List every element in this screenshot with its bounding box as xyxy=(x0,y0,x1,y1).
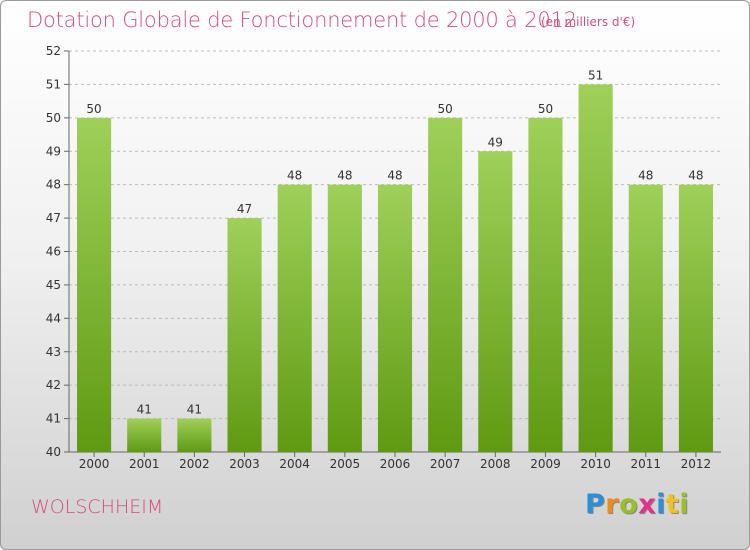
x-tick-label: 2010 xyxy=(580,457,611,471)
x-tick-label: 2002 xyxy=(179,457,210,471)
proxiti-logo: Proxiti xyxy=(585,489,689,520)
label-layer: 50 41 41 47 48 48 48 50 49 50 51 48 48 xyxy=(86,68,703,416)
bar-value-label: 48 xyxy=(387,169,402,183)
y-tick-label: 44 xyxy=(46,311,61,325)
x-tick-label: 2007 xyxy=(430,457,461,471)
bar-2011 xyxy=(628,184,663,452)
bar-value-label: 50 xyxy=(538,102,553,116)
y-tick-label: 49 xyxy=(46,144,61,158)
x-tick-label: 2004 xyxy=(279,457,310,471)
bar-value-label: 48 xyxy=(337,169,352,183)
bar-value-label: 50 xyxy=(86,102,101,116)
bar-value-label: 49 xyxy=(488,135,503,149)
bar-2012 xyxy=(678,184,713,452)
y-tick-label: 51 xyxy=(46,77,61,91)
logo-letter: x xyxy=(638,489,657,520)
y-tick-label: 50 xyxy=(46,111,61,125)
y-tick-label: 52 xyxy=(46,44,61,58)
bar-2007 xyxy=(428,117,463,452)
y-tick-label: 42 xyxy=(46,378,61,392)
commune-name: WOLSCHHEIM xyxy=(31,496,164,518)
x-tick-label: 2005 xyxy=(330,457,361,471)
bar-value-label: 48 xyxy=(638,169,653,183)
logo-letter: i xyxy=(679,489,690,520)
y-tick-label: 43 xyxy=(46,345,61,359)
bar-value-label: 41 xyxy=(187,403,202,417)
chart-title: Dotation Globale de Fonctionnement de 20… xyxy=(27,8,577,32)
chart-unit-label: (en milliers d'€) xyxy=(541,15,636,29)
bar-2006 xyxy=(377,184,413,452)
bar-2009 xyxy=(528,117,563,452)
y-tick-label: 45 xyxy=(46,278,61,292)
x-tick-label: 2003 xyxy=(229,457,260,471)
bar-2001 xyxy=(127,418,162,452)
bar-value-label: 41 xyxy=(137,403,152,417)
bar-2008 xyxy=(478,151,513,452)
x-tick-label: 2000 xyxy=(79,457,110,471)
x-tick-label: 2008 xyxy=(480,457,511,471)
x-tick-label: 2001 xyxy=(129,457,160,471)
bar-value-label: 51 xyxy=(588,68,603,82)
y-tick-label: 48 xyxy=(46,178,61,192)
bar-value-label: 50 xyxy=(438,102,453,116)
bar-value-label: 48 xyxy=(688,169,703,183)
logo-letter: P xyxy=(585,489,606,520)
y-tick-label: 40 xyxy=(46,445,61,459)
bar-2000 xyxy=(77,117,112,452)
bar-value-label: 48 xyxy=(287,169,302,183)
bar-2005 xyxy=(327,184,362,452)
bar-layer xyxy=(77,84,713,453)
bar-2002 xyxy=(177,418,212,452)
y-tick-label: 41 xyxy=(46,412,61,426)
y-tick-label: 47 xyxy=(46,211,61,225)
logo-letter: r xyxy=(605,489,620,520)
bar-2010 xyxy=(578,84,613,453)
logo-letter: t xyxy=(665,489,680,520)
x-tick-label: 2011 xyxy=(630,457,661,471)
x-tick-label: 2009 xyxy=(530,457,561,471)
x-tick-label: 2006 xyxy=(380,457,411,471)
y-tick-label: 46 xyxy=(46,245,61,259)
x-tick-label: 2012 xyxy=(681,457,712,471)
logo-letter: i xyxy=(656,489,666,520)
bar-2003 xyxy=(227,218,262,452)
bar-2004 xyxy=(277,184,312,452)
logo-letter: o xyxy=(619,489,639,520)
bar-value-label: 47 xyxy=(237,202,252,216)
